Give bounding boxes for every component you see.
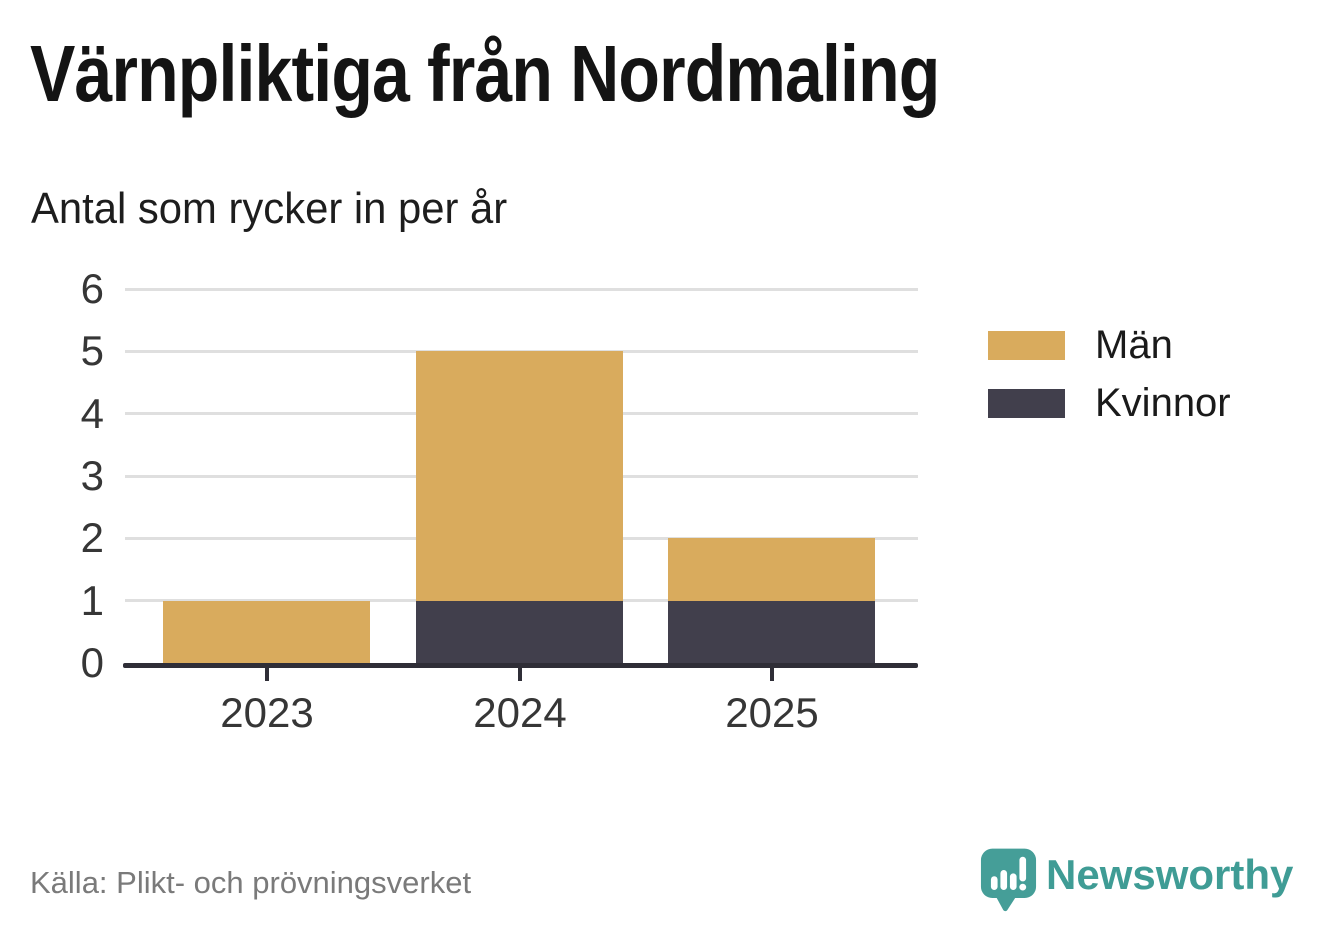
chart-subtitle: Antal som rycker in per år: [31, 184, 508, 233]
y-axis-tick-label: 3: [80, 452, 104, 499]
y-axis-tick-label: 6: [80, 265, 104, 312]
newsworthy-logo-icon: [980, 848, 1037, 912]
legend-item-man: Män: [988, 323, 1173, 367]
x-axis-tick-2024: [518, 668, 522, 681]
bar-2025-män: [668, 538, 875, 601]
legend-label-kvinnor: Kvinnor: [1095, 381, 1231, 425]
x-axis-tick-2023: [265, 668, 269, 681]
chart-title: Värnpliktiga från Nordmaling: [30, 29, 940, 118]
legend-swatch-man: [988, 330, 1065, 360]
y-axis-tick-label: 4: [80, 389, 104, 437]
bar-2025-kvinnor: [668, 600, 875, 663]
x-axis-label-2023: 2023: [220, 689, 314, 736]
x-axis-tick-2025: [770, 668, 774, 681]
y-axis-tick-label: 0: [80, 639, 104, 686]
x-axis-label-2025: 2025: [725, 689, 819, 736]
x-axis-label-2024: 2024: [473, 689, 567, 736]
bar-2024-kvinnor: [416, 600, 623, 663]
legend-swatch-kvinnor: [988, 388, 1065, 418]
y-axis-tick-label: 2: [80, 514, 104, 562]
x-axis-line: [123, 663, 918, 668]
newsworthy-logo-text: Newsworthy: [1046, 851, 1294, 898]
source-attribution: Källa: Plikt- och prövningsverket: [30, 865, 472, 900]
legend-label-man: Män: [1095, 323, 1173, 367]
y-axis-tick-label: 5: [80, 327, 104, 375]
bar-2023-män: [163, 600, 370, 663]
y-axis-tick-label: 1: [80, 576, 104, 624]
legend-item-kvinnor: Kvinnor: [988, 381, 1231, 425]
bar-2024-män: [416, 351, 623, 601]
gridline-y-6: [125, 287, 918, 291]
